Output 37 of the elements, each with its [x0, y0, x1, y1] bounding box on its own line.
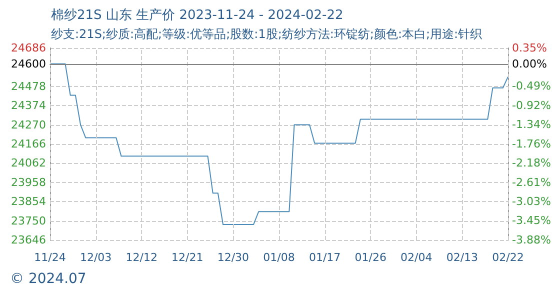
- x-tick-label: 02/04: [400, 251, 432, 264]
- y-tick-label: 24374: [11, 99, 46, 112]
- y-tick-label: 23750: [11, 214, 46, 228]
- x-tick-label: 01/26: [354, 251, 386, 264]
- y2-tick-label: -3.45%: [512, 214, 551, 227]
- y2-tick-label: -3.03%: [512, 194, 551, 208]
- y-tick-label: 24062: [11, 156, 46, 170]
- y2-tick-label: -2.18%: [512, 156, 551, 170]
- x-tick-label: 12/21: [172, 251, 204, 264]
- y-tick-label: 24600: [11, 57, 46, 70]
- y-tick-label: 23958: [11, 176, 46, 189]
- y-tick-label: 23646: [11, 234, 46, 246]
- y-tick-label: 23854: [11, 195, 46, 208]
- x-tick-label: 12/03: [80, 251, 112, 264]
- x-tick-label: 12/12: [126, 251, 158, 264]
- x-tick-label: 11/24: [34, 251, 66, 264]
- x-tick-label: 02/22: [492, 251, 524, 264]
- y-tick-label: 24478: [11, 80, 46, 93]
- text: © 2024.07: [10, 271, 86, 287]
- y-tick-label: 24686: [11, 42, 46, 54]
- chart-subtitle: 纱支:21S;纱质:高配;等级:优等品;股数:1股;纺纱方法:环锭纺;颜色:本白;用途:针织: [51, 27, 482, 41]
- x-tick-label: 12/30: [217, 251, 250, 264]
- y2-tick-label: -0.49%: [512, 80, 551, 93]
- y2-tick-label: 0.35%: [512, 42, 547, 54]
- x-tick-label: 01/08: [263, 251, 295, 264]
- y2-tick-label: -1.76%: [512, 137, 551, 150]
- x-tick-label: 02/13: [446, 251, 478, 264]
- y-tick-label: 24270: [11, 118, 46, 132]
- chart-title: 棉纱21S 山东 生产价 2023-11-24 - 2024-02-22: [51, 8, 344, 23]
- y2-tick-label: -2.61%: [512, 176, 551, 189]
- x-tick-label: 01/17: [308, 251, 341, 264]
- y2-tick-label: -1.34%: [512, 118, 551, 132]
- y2-tick-label: 0.00%: [512, 57, 547, 70]
- y2-tick-label: -0.92%: [512, 99, 551, 112]
- y-tick-label: 24166: [11, 138, 46, 150]
- y2-tick-label: -3.88%: [512, 234, 551, 246]
- line-series: [50, 63, 508, 225]
